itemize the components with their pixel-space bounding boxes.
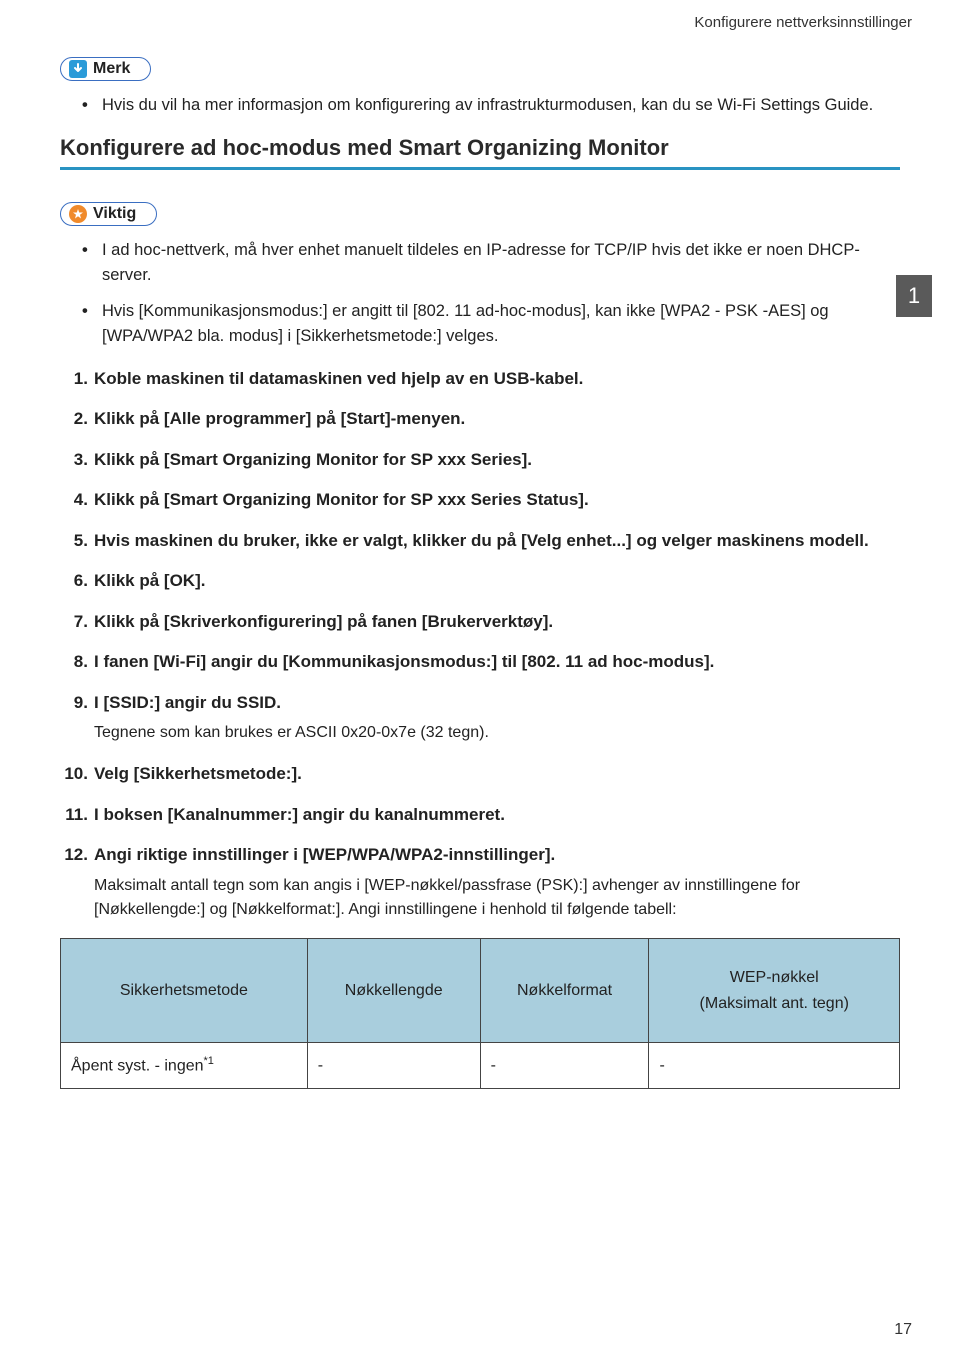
step-text: Angi riktige innstillinger i [WEP/WPA/WP…	[94, 845, 555, 864]
steps-list: Koble maskinen til datamaskinen ved hjel…	[60, 366, 900, 923]
chapter-number: 1	[908, 283, 920, 309]
step-item: Angi riktige innstillinger i [WEP/WPA/WP…	[60, 842, 900, 923]
table-header: Sikkerhetsmetode	[61, 939, 308, 1043]
step-item: Koble maskinen til datamaskinen ved hjel…	[60, 366, 900, 392]
step-text: I [SSID:] angir du SSID.	[94, 693, 281, 712]
wep-settings-table: Sikkerhetsmetode Nøkkellengde Nøkkelform…	[60, 938, 900, 1089]
step-item: I boksen [Kanalnummer:] angir du kanalnu…	[60, 802, 900, 828]
step-subtext: Maksimalt antall tegn som kan angis i [W…	[94, 874, 900, 924]
step-item: Velg [Sikkerhetsmetode:].	[60, 761, 900, 787]
list-item: I ad hoc-nettverk, må hver enhet manuelt…	[82, 238, 900, 289]
step-text: Klikk på [OK].	[94, 571, 205, 590]
viktig-list: I ad hoc-nettverk, må hver enhet manuelt…	[60, 238, 900, 350]
step-text: I fanen [Wi-Fi] angir du [Kommunikasjons…	[94, 652, 714, 671]
step-item: Klikk på [Skriverkonfigurering] på fanen…	[60, 609, 900, 635]
step-item: Klikk på [OK].	[60, 568, 900, 594]
page-number: 17	[894, 1321, 912, 1339]
step-text: Velg [Sikkerhetsmetode:].	[94, 764, 302, 783]
table-header: Nøkkelformat	[480, 939, 649, 1043]
section-title: Konfigurere ad hoc-modus med Smart Organ…	[60, 135, 900, 161]
step-item: Klikk på [Smart Organizing Monitor for S…	[60, 447, 900, 473]
merk-label: Merk	[93, 60, 130, 78]
step-item: Klikk på [Smart Organizing Monitor for S…	[60, 487, 900, 513]
step-item: Klikk på [Alle programmer] på [Start]-me…	[60, 406, 900, 432]
cell-text: Åpent syst. - ingen	[71, 1058, 204, 1075]
step-text: Klikk på [Skriverkonfigurering] på fanen…	[94, 612, 553, 631]
running-title: Konfigurere nettverksinnstillinger	[694, 14, 912, 31]
table-cell: -	[649, 1043, 900, 1088]
star-icon	[69, 205, 87, 223]
step-subtext: Tegnene som kan brukes er ASCII 0x20-0x7…	[94, 721, 900, 746]
th-line2: (Maksimalt ant. tegn)	[700, 995, 849, 1012]
step-item: I [SSID:] angir du SSID. Tegnene som kan…	[60, 690, 900, 746]
list-item: Hvis [Kommunikasjonsmodus:] er angitt ti…	[82, 299, 900, 350]
merk-callout: Merk	[60, 57, 151, 81]
viktig-callout: Viktig	[60, 202, 157, 226]
viktig-label: Viktig	[93, 205, 136, 223]
footnote-mark: *1	[204, 1055, 214, 1067]
step-text: Klikk på [Smart Organizing Monitor for S…	[94, 450, 532, 469]
page-content: Merk Hvis du vil ha mer informasjon om k…	[0, 37, 960, 1089]
step-text: Klikk på [Alle programmer] på [Start]-me…	[94, 409, 465, 428]
section-rule	[60, 167, 900, 170]
merk-list: Hvis du vil ha mer informasjon om konfig…	[60, 93, 900, 119]
step-item: Hvis maskinen du bruker, ikke er valgt, …	[60, 528, 900, 554]
table-cell: -	[480, 1043, 649, 1088]
chapter-tab: 1	[896, 275, 932, 317]
table-header: Nøkkellengde	[307, 939, 480, 1043]
list-item: Hvis du vil ha mer informasjon om konfig…	[82, 93, 900, 119]
table-cell: -	[307, 1043, 480, 1088]
step-text: I boksen [Kanalnummer:] angir du kanalnu…	[94, 805, 505, 824]
step-text: Koble maskinen til datamaskinen ved hjel…	[94, 369, 583, 388]
step-text: Klikk på [Smart Organizing Monitor for S…	[94, 490, 589, 509]
down-arrow-icon	[69, 60, 87, 78]
step-item: I fanen [Wi-Fi] angir du [Kommunikasjons…	[60, 649, 900, 675]
table-row: Åpent syst. - ingen*1 - - -	[61, 1043, 900, 1088]
running-header: Konfigurere nettverksinnstillinger	[0, 0, 960, 37]
step-text: Hvis maskinen du bruker, ikke er valgt, …	[94, 531, 869, 550]
table-header: WEP-nøkkel (Maksimalt ant. tegn)	[649, 939, 900, 1043]
th-line1: WEP-nøkkel	[730, 969, 819, 986]
table-cell: Åpent syst. - ingen*1	[61, 1043, 308, 1088]
